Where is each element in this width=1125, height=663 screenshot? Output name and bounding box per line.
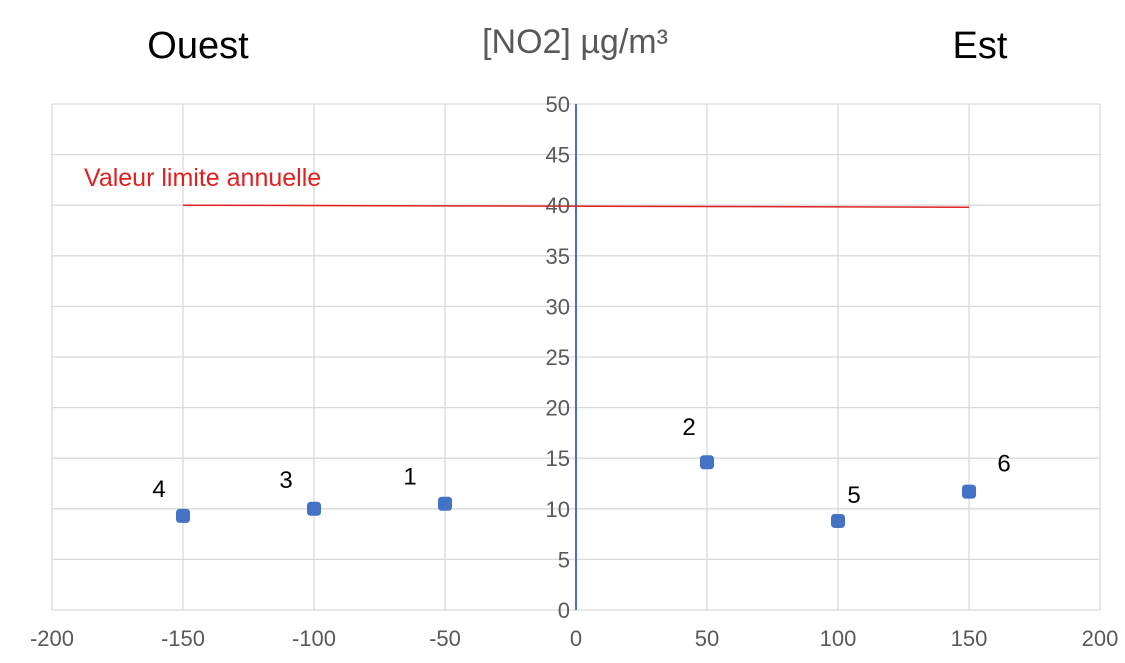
data-point bbox=[176, 508, 190, 523]
data-point bbox=[962, 484, 976, 499]
data-point bbox=[307, 501, 321, 516]
x-tick-label: 200 bbox=[1082, 626, 1119, 651]
y-tick-label: 35 bbox=[546, 244, 570, 269]
y-tick-label: 20 bbox=[546, 396, 570, 421]
x-tick-label: 150 bbox=[951, 626, 988, 651]
x-tick-label: -200 bbox=[30, 626, 74, 651]
chart-title: [NO2] µg/m³ bbox=[482, 23, 668, 61]
x-tick-label: -50 bbox=[429, 626, 461, 651]
y-tick-label: 40 bbox=[546, 193, 570, 218]
data-point-label: 2 bbox=[682, 414, 695, 441]
y-tick-label: 25 bbox=[546, 345, 570, 370]
data-point bbox=[438, 496, 452, 511]
x-tick-label: -100 bbox=[292, 626, 336, 651]
data-point bbox=[700, 455, 714, 470]
y-tick-label: 50 bbox=[546, 92, 570, 117]
x-tick-label: 50 bbox=[695, 626, 719, 651]
data-point-label: 5 bbox=[847, 482, 860, 509]
x-tick-label: 100 bbox=[820, 626, 857, 651]
data-point-label: 1 bbox=[403, 464, 416, 491]
y-tick-label: 30 bbox=[546, 294, 570, 319]
y-tick-label: 0 bbox=[558, 598, 570, 623]
y-tick-label: 5 bbox=[558, 547, 570, 572]
x-tick-label: 0 bbox=[570, 626, 582, 651]
y-tick-label: 10 bbox=[546, 497, 570, 522]
y-tick-label: 15 bbox=[546, 446, 570, 471]
text-layer: Ouest [NO2] µg/m³ Est Valeur limite annu… bbox=[30, 23, 1118, 651]
x-tick-label: -150 bbox=[161, 626, 205, 651]
right-side-label: Est bbox=[953, 25, 1008, 67]
data-point-label: 6 bbox=[997, 451, 1010, 478]
limit-line-label: Valeur limite annuelle bbox=[84, 164, 321, 192]
data-point-label: 3 bbox=[279, 467, 292, 494]
limit-line bbox=[182, 204, 970, 208]
data-point-label: 4 bbox=[152, 476, 165, 503]
y-tick-label: 45 bbox=[546, 143, 570, 168]
limit-layer bbox=[182, 204, 970, 208]
left-side-label: Ouest bbox=[147, 25, 249, 67]
data-point bbox=[831, 513, 845, 528]
points-layer bbox=[176, 455, 976, 528]
